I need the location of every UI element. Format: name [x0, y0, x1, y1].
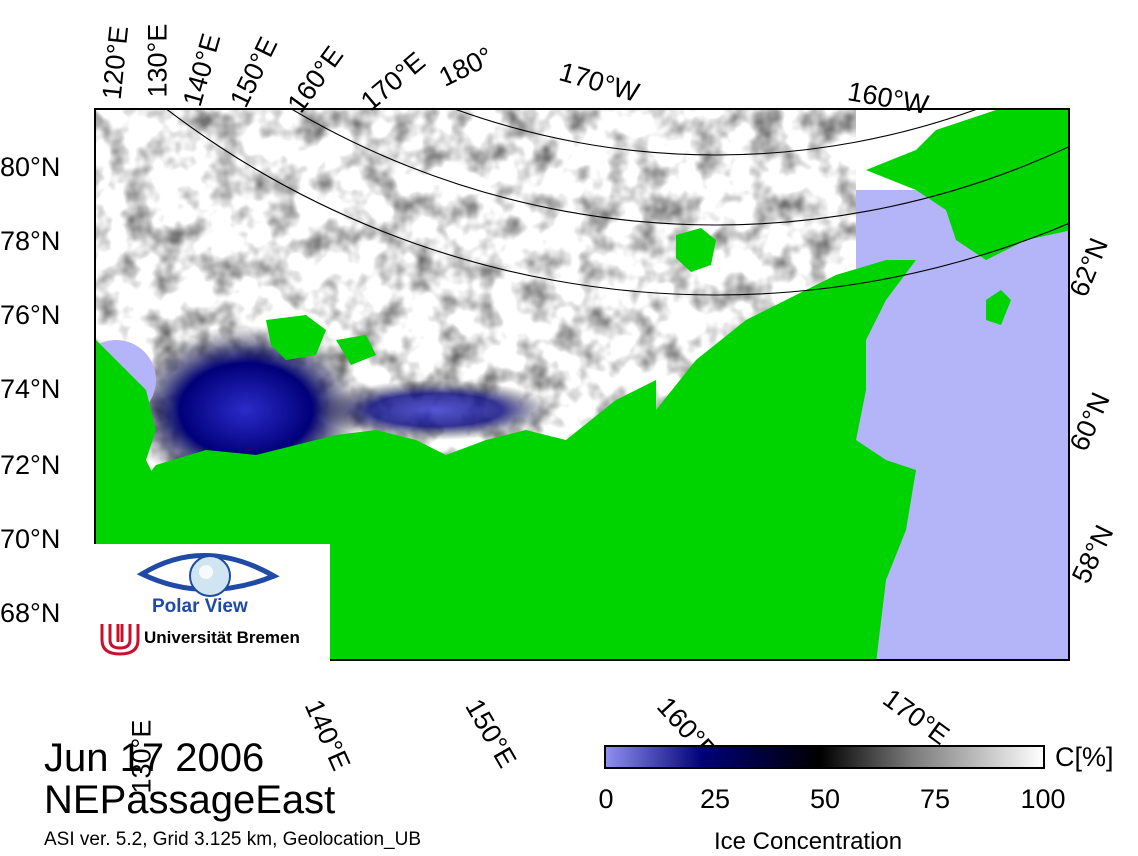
top-lon-label: 170°E [355, 46, 431, 117]
colorbar-title: Ice Concentration [714, 828, 903, 855]
left-lat-label: 70°N [0, 524, 61, 554]
colorbar-tick: 25 [699, 784, 731, 814]
colorbar-tick: 0 [598, 784, 614, 814]
left-lat-label: 80°N [0, 152, 61, 182]
top-lon-label: 120°E [96, 24, 135, 102]
date-label: Jun 17 2006 [44, 736, 265, 780]
wrangel-island [676, 228, 716, 272]
colorbar-unit: C[%] [1055, 742, 1114, 772]
map-canvas [96, 110, 1068, 659]
right-lat-label: 62°N [1063, 233, 1115, 301]
top-lon-label: 170°W [556, 56, 643, 108]
st-lawrence-island [986, 290, 1011, 325]
latitude-line [292, 110, 1068, 226]
colorbar-tick: 100 [1020, 784, 1066, 814]
logo-institution: Universität Bremen [144, 628, 300, 647]
top-lon-label: 130°E [142, 23, 173, 98]
algorithm-info: ASI ver. 5.2, Grid 3.125 km, Geolocation… [44, 829, 422, 850]
polar-view-logo: Polar View Universität Bremen [94, 544, 330, 661]
logo-title: Polar View [152, 596, 248, 617]
left-lat-label: 74°N [0, 374, 61, 404]
bottom-lon-label: 140°E [298, 695, 357, 775]
region-label: NEPassageEast [44, 778, 336, 822]
right-lat-label: 58°N [1066, 520, 1120, 588]
left-lat-label: 72°N [0, 450, 61, 480]
ice-concentration-colorbar [604, 745, 1045, 769]
top-lon-label: 180° [434, 41, 498, 93]
colorbar-tick: 50 [809, 784, 841, 814]
alaska-land [866, 110, 1068, 260]
latitude-line [456, 110, 976, 156]
eye-globe-icon [136, 553, 280, 597]
top-lon-label: 150°E [224, 32, 284, 112]
new-siberian-islands [266, 315, 376, 365]
top-lon-label: 140°E [177, 30, 227, 110]
low-ice-band [316, 380, 556, 440]
top-lon-label: 160°E [281, 40, 350, 119]
bottom-lon-label: 150°E [459, 693, 523, 773]
colorbar-tick: 75 [919, 784, 951, 814]
latitude-line [167, 110, 1068, 296]
graticule-lines [167, 110, 1068, 296]
left-lat-label: 78°N [0, 226, 61, 256]
sea-ice-map [94, 108, 1070, 661]
western-coast-land [96, 340, 161, 530]
bottom-lon-label: 170°E [877, 682, 955, 751]
right-lat-label: 60°N [1063, 388, 1116, 456]
bremen-u-icon [100, 624, 140, 656]
left-lat-label: 68°N [0, 598, 61, 628]
left-lat-label: 76°N [0, 300, 61, 330]
